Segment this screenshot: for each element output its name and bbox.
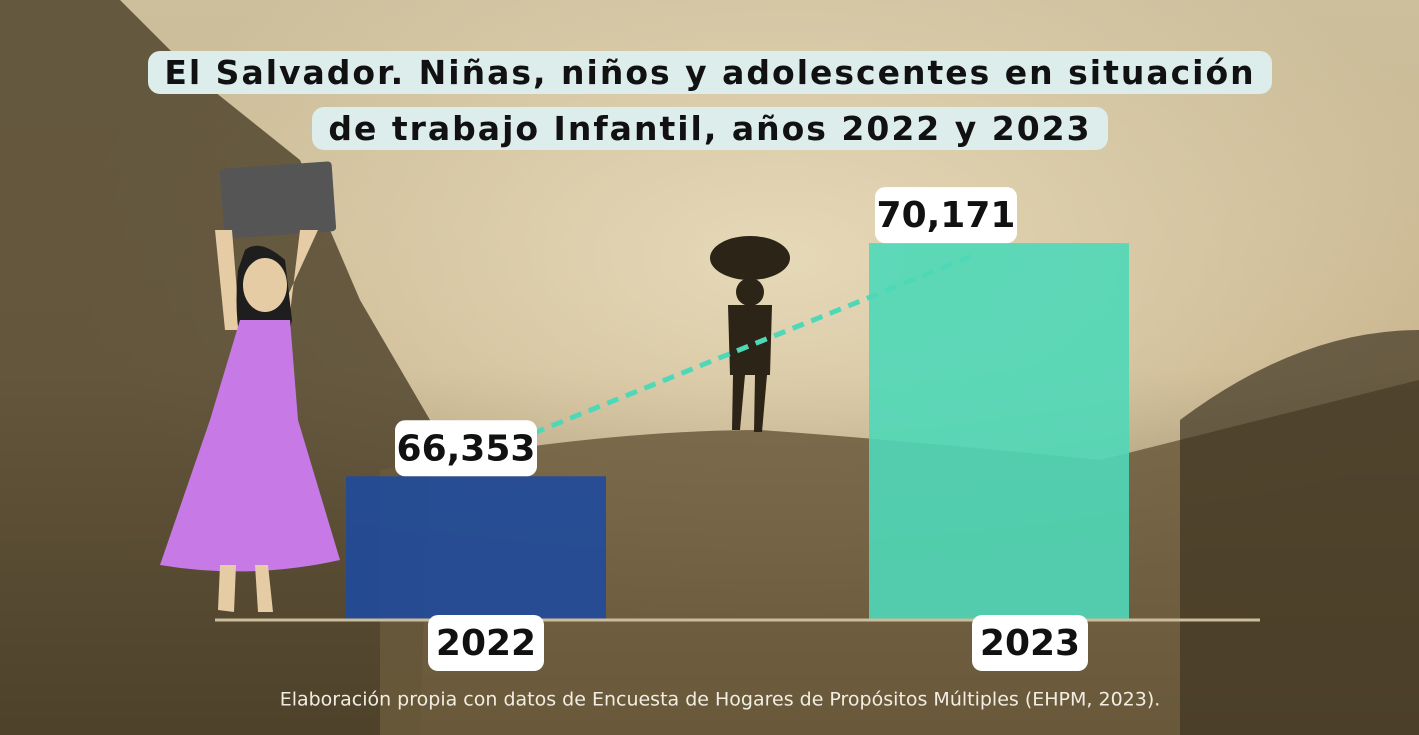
source-note: Elaboración propia con datos de Encuesta…	[280, 689, 1161, 711]
value-label: 66,353	[397, 428, 536, 469]
chart-title: El Salvador. Niñas, niños y adolescentes…	[148, 51, 1271, 150]
bar	[346, 476, 606, 620]
x-tick-label: 2023	[980, 623, 1080, 664]
bar	[869, 243, 1129, 620]
value-label: 70,171	[877, 195, 1016, 236]
x-tick-label: 2022	[436, 623, 536, 664]
page: 66,353 2022 70,171 2023 Elaboración propia c…	[0, 0, 1419, 735]
title-wrap: El Salvador. Niñas, niños y adolescentes…	[140, 48, 1280, 160]
